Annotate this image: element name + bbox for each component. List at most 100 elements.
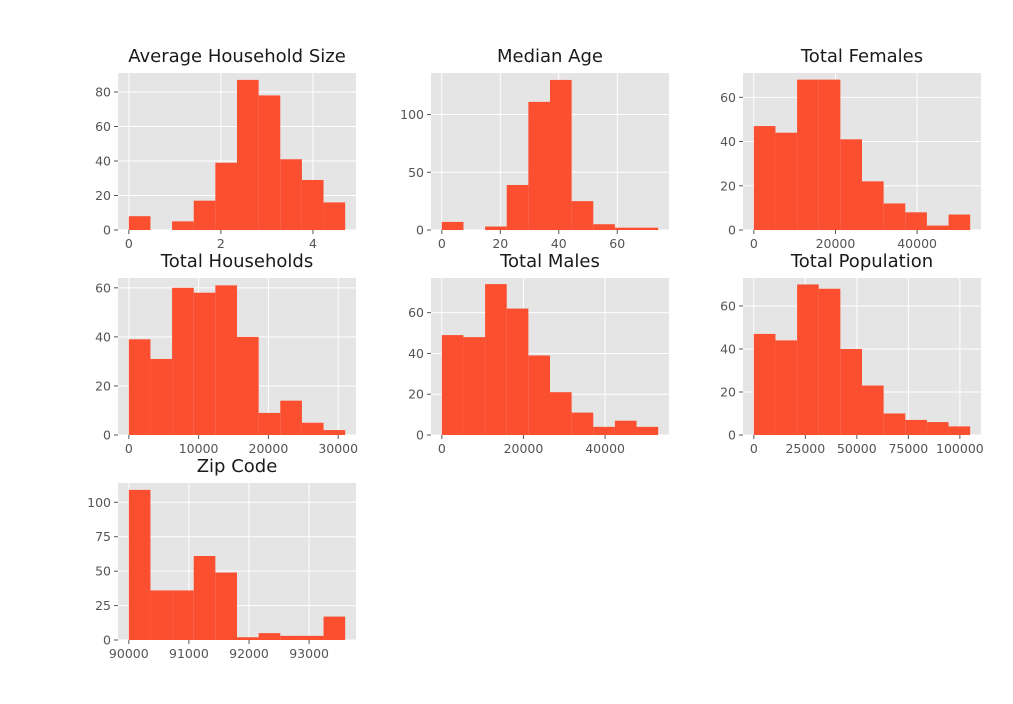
x-tick-label: 20 bbox=[492, 236, 508, 251]
x-tick-label: 93000 bbox=[289, 646, 329, 661]
y-tick-label: 20 bbox=[720, 178, 736, 193]
y-tick-label: 100 bbox=[87, 495, 111, 510]
histogram-bar bbox=[323, 202, 346, 230]
histogram-bar bbox=[128, 489, 151, 640]
histogram-bar bbox=[775, 340, 798, 435]
x-tick-label: 91000 bbox=[169, 646, 209, 661]
histogram-bar bbox=[862, 385, 884, 435]
x-tick-label: 10000 bbox=[179, 441, 219, 456]
x-tick-label: 100000 bbox=[936, 441, 984, 456]
histogram-bar bbox=[862, 181, 884, 230]
y-tick-label: 25 bbox=[95, 598, 111, 613]
y-tick-label: 60 bbox=[720, 90, 736, 105]
histogram-bar bbox=[636, 227, 659, 230]
x-tick-label: 2 bbox=[217, 236, 225, 251]
subplot-median-age: 0 50 100 0 20 40 60 Median Age bbox=[400, 46, 669, 251]
histogram-bar bbox=[528, 101, 550, 230]
y-tick-label: 40 bbox=[95, 329, 111, 344]
subplot-title: Average Household Size bbox=[128, 46, 346, 67]
subplot-total-females: 0 20 40 60 0 20000 40000 Total Females bbox=[720, 46, 981, 251]
histogram-bar bbox=[506, 308, 529, 435]
histogram-bar bbox=[550, 79, 572, 230]
subplot-title: Zip Code bbox=[197, 456, 278, 477]
histogram-bar bbox=[280, 635, 302, 640]
x-tick-label: 4 bbox=[309, 236, 317, 251]
y-tick-label: 20 bbox=[408, 387, 424, 402]
histogram-bar bbox=[172, 287, 194, 435]
x-tick-label: 75000 bbox=[888, 441, 928, 456]
histogram-bar bbox=[441, 335, 464, 435]
histogram-bar bbox=[753, 333, 776, 435]
histogram-bar bbox=[258, 95, 281, 230]
histogram-bar bbox=[128, 339, 151, 435]
histogram-bar bbox=[258, 412, 281, 435]
histogram-bar bbox=[818, 79, 841, 230]
histogram-bar bbox=[840, 139, 862, 230]
subplot-total-households: 0 20 40 60 0 10000 20000 30000 Total Households bbox=[95, 251, 358, 456]
y-tick-label: 0 bbox=[103, 428, 111, 443]
subplot-title: Total Females bbox=[800, 46, 923, 67]
y-tick-label: 75 bbox=[95, 529, 111, 544]
x-tick-label: 40 bbox=[551, 236, 567, 251]
y-tick-label: 40 bbox=[408, 346, 424, 361]
histogram-bar bbox=[215, 285, 237, 435]
y-tick-label: 40 bbox=[720, 341, 736, 356]
y-tick-label: 100 bbox=[400, 107, 424, 122]
histogram-bar bbox=[215, 572, 237, 640]
x-tick-label: 0 bbox=[750, 441, 758, 456]
histogram-bar bbox=[193, 200, 216, 230]
histogram-bar bbox=[128, 216, 151, 230]
histogram-bar bbox=[237, 637, 259, 640]
y-tick-label: 0 bbox=[728, 428, 736, 443]
histogram-bar bbox=[840, 348, 862, 435]
histogram-bar bbox=[301, 635, 324, 640]
y-tick-label: 0 bbox=[103, 633, 111, 648]
histogram-bar bbox=[237, 79, 259, 231]
histogram-bar bbox=[948, 214, 971, 230]
histogram-bar bbox=[926, 422, 949, 435]
x-tick-label: 20000 bbox=[816, 236, 856, 251]
x-tick-label: 0 bbox=[438, 441, 446, 456]
x-tick-label: 50000 bbox=[837, 441, 877, 456]
histogram-bar bbox=[926, 225, 949, 230]
y-tick-label: 0 bbox=[416, 223, 424, 238]
histogram-bar bbox=[463, 337, 486, 435]
y-tick-label: 50 bbox=[408, 165, 424, 180]
y-tick-label: 20 bbox=[95, 188, 111, 203]
histogram-bar bbox=[485, 226, 507, 230]
x-tick-label: 92000 bbox=[229, 646, 269, 661]
histogram-bar bbox=[441, 221, 464, 230]
histogram-bar bbox=[905, 212, 927, 230]
x-tick-label: 20000 bbox=[249, 441, 289, 456]
subplot-total-males: 0 20 40 60 0 20000 40000 Total Males bbox=[408, 251, 669, 456]
histogram-bar bbox=[614, 227, 637, 230]
y-tick-label: 60 bbox=[408, 305, 424, 320]
subplot-title: Total Households bbox=[160, 251, 313, 272]
histogram-bar bbox=[753, 126, 776, 230]
y-tick-label: 50 bbox=[95, 564, 111, 579]
x-tick-label: 0 bbox=[125, 441, 133, 456]
x-tick-label: 90000 bbox=[109, 646, 149, 661]
histogram-bar bbox=[528, 355, 550, 435]
x-tick-label: 0 bbox=[438, 236, 446, 251]
y-tick-label: 20 bbox=[720, 384, 736, 399]
histogram-bar bbox=[193, 292, 216, 435]
subplot-title: Total Population bbox=[790, 251, 933, 272]
subplot-average-household-size: 0 20 40 60 80 0 2 4 Average Household Size bbox=[95, 46, 356, 251]
histogram-bar bbox=[237, 336, 259, 435]
histogram-bar bbox=[323, 430, 346, 435]
x-tick-label: 0 bbox=[750, 236, 758, 251]
histogram-bar bbox=[883, 203, 906, 230]
subplot-total-population: 0 20 40 60 0 25000 50000 75000 100000 Total Popul… bbox=[720, 251, 984, 456]
histogram-bar bbox=[150, 358, 173, 435]
x-tick-label: 30000 bbox=[318, 441, 358, 456]
y-tick-label: 40 bbox=[95, 153, 111, 168]
subplot-title: Median Age bbox=[497, 46, 603, 67]
subplot-title: Total Males bbox=[499, 251, 600, 272]
y-tick-label: 60 bbox=[720, 298, 736, 313]
histogram-bar bbox=[323, 616, 346, 640]
histogram-bar bbox=[775, 132, 798, 230]
y-tick-label: 20 bbox=[95, 378, 111, 393]
histogram-bar bbox=[172, 590, 194, 640]
